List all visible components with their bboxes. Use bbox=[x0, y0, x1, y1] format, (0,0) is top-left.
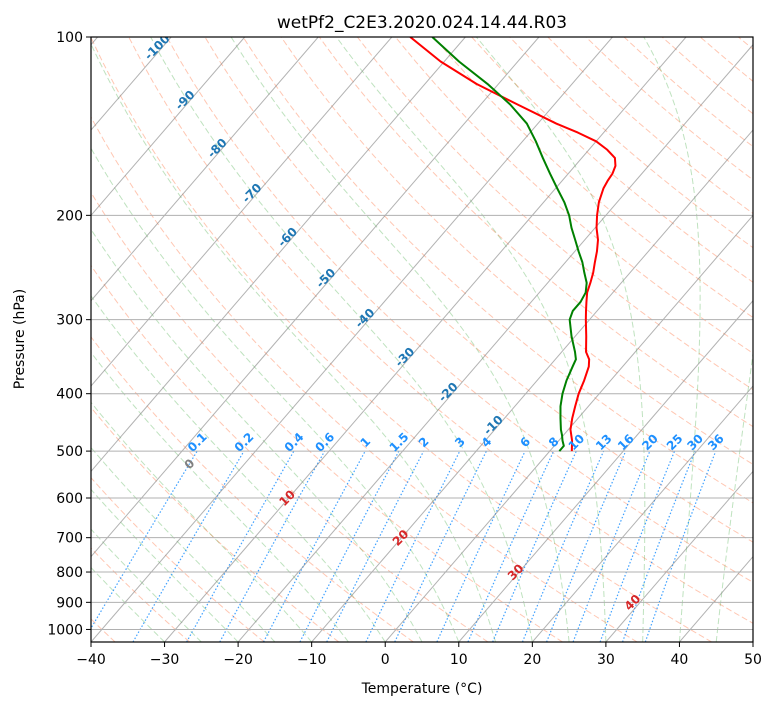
moist-adiabat bbox=[715, 349, 753, 642]
y-tick-label: 200 bbox=[56, 208, 83, 224]
isotherm bbox=[237, 43, 753, 642]
isotherm bbox=[91, 37, 466, 473]
x-tick-label: 20 bbox=[523, 652, 541, 668]
moist-adiabat bbox=[91, 228, 423, 642]
mixing-ratio-line bbox=[326, 450, 425, 642]
dry-adiabat bbox=[356, 37, 753, 391]
dry-adiabat bbox=[91, 264, 489, 642]
dry-adiabat bbox=[280, 37, 753, 465]
x-tick-label: −40 bbox=[76, 652, 106, 668]
dry-adiabat bbox=[91, 191, 563, 642]
dry-adiabat bbox=[471, 37, 753, 283]
isotherm bbox=[458, 299, 753, 642]
x-tick-label: −10 bbox=[297, 652, 327, 668]
y-tick-label: 600 bbox=[56, 491, 83, 507]
x-tick-label: 50 bbox=[744, 652, 762, 668]
isotherm bbox=[531, 385, 753, 642]
isotherm bbox=[91, 37, 319, 302]
mixing-ratio-line bbox=[219, 450, 326, 642]
dry-adiabat bbox=[128, 37, 753, 624]
isotherm bbox=[91, 37, 393, 387]
moist-adiabat bbox=[91, 42, 497, 642]
mixing-ratio-line bbox=[546, 450, 627, 642]
mixing-ratio-line bbox=[467, 450, 555, 642]
y-tick-label: 100 bbox=[56, 30, 83, 46]
x-tick-label: 40 bbox=[671, 652, 689, 668]
mixing-ratio-line bbox=[436, 450, 526, 642]
y-axis-label: Pressure (hPa) bbox=[12, 289, 28, 389]
y-tick-label: 300 bbox=[56, 313, 83, 329]
temperature-profile-line bbox=[409, 37, 617, 452]
isotherm bbox=[91, 37, 246, 217]
dewpoint-profile-line bbox=[431, 37, 588, 452]
x-tick-label: −20 bbox=[223, 652, 253, 668]
moist-adiabat bbox=[91, 295, 386, 642]
moist-adiabat bbox=[91, 147, 460, 642]
mixing-ratio-line bbox=[299, 450, 400, 642]
y-tick-label: 1000 bbox=[47, 622, 83, 638]
isotherm bbox=[91, 37, 613, 642]
axes: −40 −30 −20 −10 0 10 20 30 40 50 100 200 300 400 500 60… bbox=[47, 30, 762, 668]
dry-adiabat bbox=[91, 476, 265, 642]
dry-adiabat bbox=[91, 37, 713, 642]
isotherm bbox=[605, 470, 753, 642]
mixing-ratio-line bbox=[521, 450, 605, 642]
mixing-ratio-line bbox=[91, 450, 198, 630]
isotherm bbox=[164, 37, 687, 642]
moist-adiabat bbox=[91, 488, 239, 642]
mixing-ratio-line bbox=[572, 450, 651, 642]
x-axis-label: Temperature (°C) bbox=[361, 681, 483, 697]
y-tick-label: 900 bbox=[56, 595, 83, 611]
x-tick-label: 10 bbox=[450, 652, 468, 668]
mixing-ratio-line bbox=[644, 450, 717, 642]
moist-adiabat bbox=[230, 37, 570, 642]
y-tick-label: 800 bbox=[56, 565, 83, 581]
x-tick-label: −30 bbox=[150, 652, 180, 668]
moist-adiabat bbox=[91, 566, 165, 642]
dry-adiabat bbox=[91, 406, 340, 642]
moist-adiabat bbox=[643, 37, 701, 642]
moist-adiabat bbox=[91, 528, 202, 642]
mixing-ratio-line bbox=[599, 450, 676, 642]
dry-adiabat bbox=[395, 37, 753, 354]
moist-adiabat bbox=[150, 37, 533, 642]
plot-frame bbox=[90, 36, 754, 643]
moist-adiabat bbox=[91, 446, 276, 642]
moist-adiabat bbox=[336, 37, 607, 642]
y-tick-label: 700 bbox=[56, 531, 83, 547]
dry-adiabat bbox=[166, 37, 753, 583]
moist-adiabat bbox=[475, 37, 646, 642]
chart-title: wetPf2_C2E3.2020.024.14.44.R03 bbox=[277, 13, 567, 33]
x-tick-label: 30 bbox=[597, 652, 615, 668]
x-tick-label: 0 bbox=[381, 652, 390, 668]
isotherm bbox=[384, 214, 753, 642]
mixing-ratio-line bbox=[621, 450, 696, 642]
y-tick-label: 400 bbox=[56, 387, 83, 403]
mixing-ratio-line bbox=[262, 450, 366, 642]
mixing-ratio-line bbox=[186, 450, 295, 642]
dry-adiabat bbox=[91, 116, 638, 642]
y-tick-label: 500 bbox=[56, 444, 83, 460]
dry-adiabat bbox=[242, 37, 753, 504]
moist-adiabat bbox=[91, 351, 349, 642]
isotherm bbox=[91, 37, 540, 558]
